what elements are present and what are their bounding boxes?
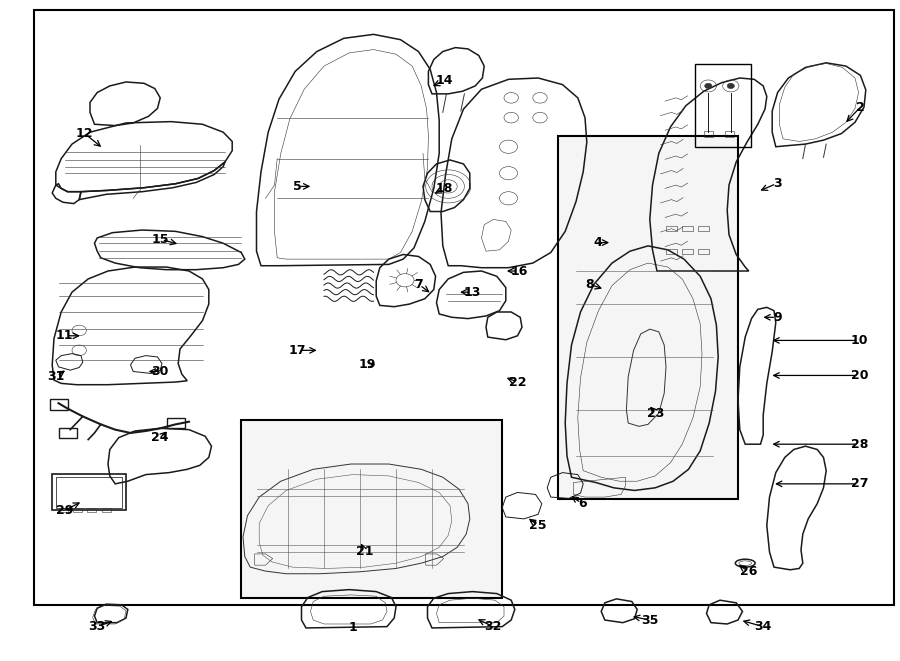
Text: 23: 23 — [647, 407, 665, 420]
Text: 4: 4 — [593, 236, 602, 249]
Bar — [666, 226, 677, 231]
Bar — [695, 64, 751, 147]
Text: 16: 16 — [510, 264, 528, 278]
Bar — [704, 131, 713, 137]
Bar — [102, 508, 111, 512]
Text: 10: 10 — [850, 334, 868, 347]
Bar — [241, 420, 502, 598]
Text: 18: 18 — [436, 182, 454, 195]
Text: 28: 28 — [850, 438, 868, 451]
Bar — [682, 249, 693, 254]
Circle shape — [727, 83, 734, 89]
Text: 9: 9 — [773, 311, 782, 324]
Text: 29: 29 — [56, 504, 74, 517]
Bar — [50, 399, 68, 410]
Text: 8: 8 — [585, 278, 594, 291]
Text: 7: 7 — [414, 278, 423, 291]
Circle shape — [705, 83, 712, 89]
Text: 34: 34 — [754, 620, 772, 633]
Bar — [698, 249, 709, 254]
Text: 35: 35 — [641, 613, 659, 627]
Bar — [52, 474, 126, 510]
Bar — [87, 508, 96, 512]
Text: 3: 3 — [773, 176, 782, 190]
Text: 30: 30 — [151, 365, 169, 378]
Text: 27: 27 — [850, 477, 868, 490]
Bar — [682, 226, 693, 231]
Text: 21: 21 — [356, 545, 373, 559]
Text: 13: 13 — [464, 286, 482, 299]
Bar — [73, 508, 82, 512]
Text: 20: 20 — [850, 369, 868, 382]
Text: 32: 32 — [484, 620, 502, 633]
Bar — [698, 226, 709, 231]
Text: 19: 19 — [358, 358, 376, 371]
Text: 11: 11 — [56, 329, 74, 342]
Bar — [166, 418, 184, 428]
Bar — [58, 428, 76, 438]
Text: 31: 31 — [47, 370, 65, 383]
Text: 24: 24 — [151, 431, 169, 444]
Text: 5: 5 — [292, 180, 302, 193]
Text: 17: 17 — [288, 344, 306, 357]
Text: 2: 2 — [856, 100, 865, 114]
Text: 25: 25 — [529, 519, 547, 532]
Bar — [558, 136, 738, 499]
Text: 26: 26 — [740, 565, 758, 578]
Text: 1: 1 — [348, 621, 357, 635]
Bar — [725, 131, 734, 137]
Text: 14: 14 — [436, 74, 454, 87]
Text: 15: 15 — [151, 233, 169, 246]
Bar — [58, 508, 68, 512]
Bar — [56, 477, 122, 508]
Text: 12: 12 — [76, 127, 94, 140]
Bar — [666, 249, 677, 254]
Text: 33: 33 — [88, 620, 106, 633]
Text: 22: 22 — [508, 375, 526, 389]
Text: 6: 6 — [578, 497, 587, 510]
